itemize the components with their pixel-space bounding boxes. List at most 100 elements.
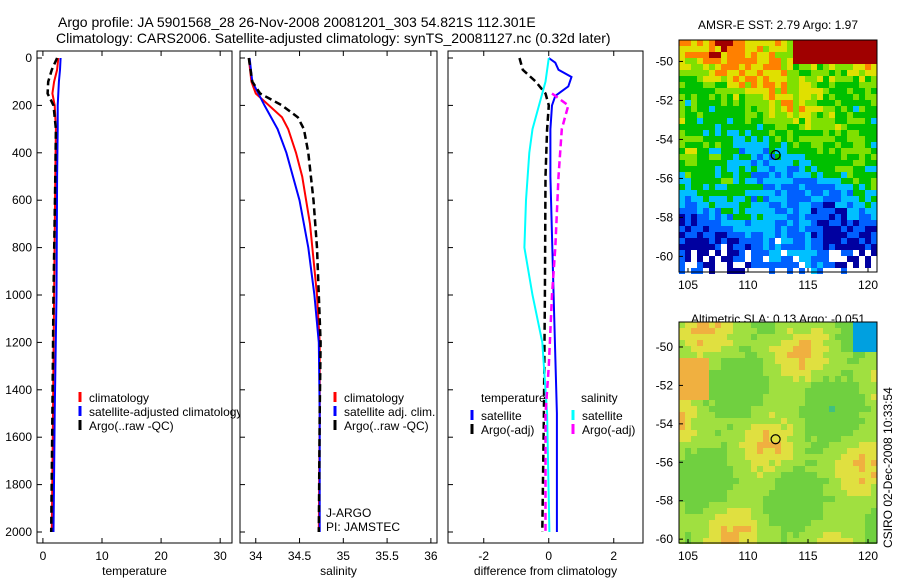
heatmap-cell [757, 178, 763, 184]
heatmap-cell [841, 538, 847, 544]
heatmap-cell [757, 364, 763, 370]
heatmap-cell [841, 460, 847, 466]
heatmap-cell [865, 328, 871, 334]
heatmap-cell [829, 196, 835, 202]
heatmap-cell [811, 532, 817, 538]
heatmap-cell [781, 52, 787, 58]
heatmap-cell [703, 190, 709, 196]
heatmap-cell [775, 538, 781, 544]
heatmap-cell [781, 190, 787, 196]
heatmap-cell [739, 370, 745, 376]
heatmap-cell [781, 442, 787, 448]
heatmap-cell [817, 478, 823, 484]
heatmap-cell [697, 328, 703, 334]
heatmap-cell [793, 106, 799, 112]
heatmap-cell [841, 418, 847, 424]
x-tick-label: 0 [545, 549, 552, 563]
heatmap-cell [817, 334, 823, 340]
heatmap-cell [763, 526, 769, 532]
heatmap-cell [763, 178, 769, 184]
heatmap-cell [715, 364, 721, 370]
heatmap-cell [817, 76, 823, 82]
heatmap-cell [691, 220, 697, 226]
heatmap-cell [859, 490, 865, 496]
heatmap-cell [709, 214, 715, 220]
heatmap-cell [853, 514, 859, 520]
heatmap-cell [757, 532, 763, 538]
heatmap-cell [745, 178, 751, 184]
heatmap-cell [847, 496, 853, 502]
heatmap-cell [859, 130, 865, 136]
heatmap-cell [703, 484, 709, 490]
heatmap-cell [679, 124, 685, 130]
heatmap-cell [703, 208, 709, 214]
heatmap-cell [775, 352, 781, 358]
heatmap-cell [817, 346, 823, 352]
x-tick-label: 2 [610, 549, 617, 563]
heatmap-cell [835, 148, 841, 154]
heatmap-cell [703, 322, 709, 328]
heatmap-cell [751, 46, 757, 52]
heatmap-cell [721, 220, 727, 226]
heatmap-cell [739, 532, 745, 538]
heatmap-cell [721, 76, 727, 82]
heatmap-cell [709, 88, 715, 94]
heatmap-cell [721, 490, 727, 496]
heatmap-cell [793, 238, 799, 244]
heatmap-cell [775, 106, 781, 112]
heatmap-cell [817, 190, 823, 196]
heatmap-cell [829, 118, 835, 124]
heatmap-cell [685, 454, 691, 460]
heatmap-cell [853, 490, 859, 496]
title-line-1: Argo profile: JA 5901568_28 26-Nov-2008 … [58, 14, 536, 30]
heatmap-cell [793, 214, 799, 220]
heatmap-cell [823, 382, 829, 388]
heatmap-cell [871, 82, 877, 88]
heatmap-cell [763, 76, 769, 82]
heatmap-cell [679, 172, 685, 178]
heatmap-cell [745, 172, 751, 178]
heatmap-cell [853, 40, 859, 46]
heatmap-cell [865, 394, 871, 400]
heatmap-cell [775, 70, 781, 76]
heatmap-cell [763, 184, 769, 190]
heatmap-cell [775, 364, 781, 370]
heatmap-cell [745, 208, 751, 214]
heatmap-cell [685, 112, 691, 118]
heatmap-cell [739, 100, 745, 106]
heatmap-cell [739, 106, 745, 112]
heatmap-cell [727, 454, 733, 460]
heatmap-cell [793, 376, 799, 382]
heatmap-cell [865, 172, 871, 178]
heatmap-cell [829, 184, 835, 190]
heatmap-cell [829, 94, 835, 100]
heatmap-cell [721, 514, 727, 520]
heatmap-cell [775, 478, 781, 484]
heatmap-cell [793, 358, 799, 364]
heatmap-cell [703, 490, 709, 496]
heatmap-cell [703, 496, 709, 502]
heatmap-cell [709, 346, 715, 352]
heatmap-cell [739, 430, 745, 436]
heatmap-cell [859, 154, 865, 160]
heatmap-cell [781, 538, 787, 544]
heatmap-cell [829, 508, 835, 514]
heatmap-cell [841, 382, 847, 388]
heatmap-cell [685, 442, 691, 448]
heatmap-cell [727, 484, 733, 490]
heatmap-cell [721, 58, 727, 64]
heatmap-cell [865, 58, 871, 64]
heatmap-cell [685, 478, 691, 484]
heatmap-cell [715, 352, 721, 358]
heatmap-cell [859, 334, 865, 340]
heatmap-cell [739, 526, 745, 532]
heatmap-cell [793, 46, 799, 52]
heatmap-cell [835, 436, 841, 442]
heatmap-cell [703, 226, 709, 232]
heatmap-cell [829, 346, 835, 352]
heatmap-cell [685, 190, 691, 196]
heatmap-cell [703, 100, 709, 106]
heatmap-cell [727, 340, 733, 346]
heatmap-cell [721, 232, 727, 238]
heatmap-cell [769, 508, 775, 514]
